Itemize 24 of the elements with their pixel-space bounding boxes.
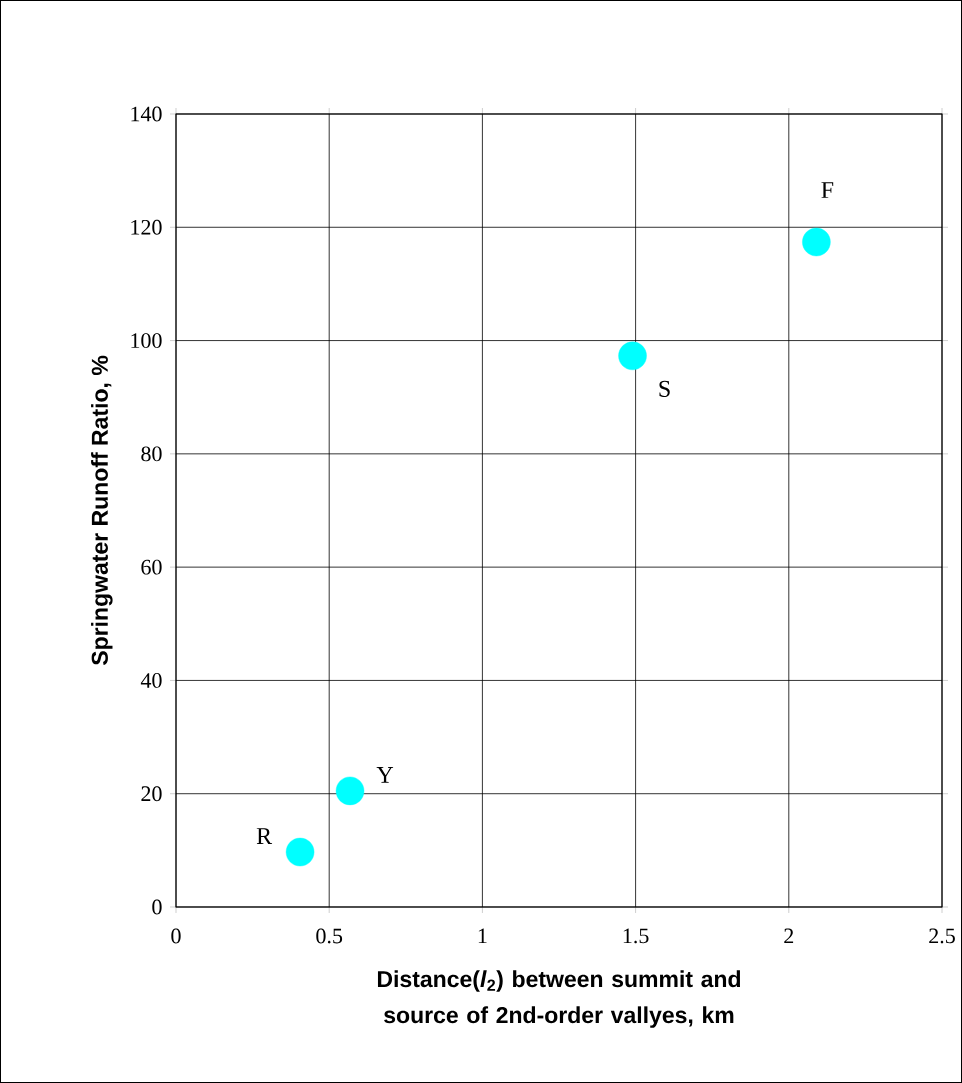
annotation: R <box>256 828 273 844</box>
y-tick-label: 140 <box>131 106 162 122</box>
y-tick-label: 120 <box>131 219 162 235</box>
y-tick-label: 60 <box>141 559 162 575</box>
y-axis-title: Springwater Runoff Ratio, % <box>91 355 113 666</box>
annotation: F <box>821 182 834 198</box>
y-tick-label: 80 <box>141 446 162 462</box>
point <box>802 227 831 257</box>
x-tick-label: 0.5 <box>316 928 343 944</box>
point <box>335 776 365 806</box>
point <box>285 837 315 867</box>
annotation: Y <box>376 767 394 783</box>
y-tick-label: 0 <box>152 899 162 915</box>
x-tick-label: 2 <box>784 928 794 944</box>
point <box>618 341 647 371</box>
x-tick-label: 1.5 <box>623 928 649 944</box>
y-tick-label: 20 <box>141 786 162 802</box>
x-tick-label: 0 <box>171 928 181 944</box>
annotation: S <box>659 380 670 397</box>
x-tick-label: 2.5 <box>929 928 955 944</box>
y-tick-label: 40 <box>140 673 162 688</box>
y-tick-label: 100 <box>131 333 162 348</box>
x-tick-label: 1 <box>478 928 487 944</box>
x-axis-title: Distance(l$_{2}$) between summit and source of 2nd-order vallyes, km <box>377 970 741 1028</box>
